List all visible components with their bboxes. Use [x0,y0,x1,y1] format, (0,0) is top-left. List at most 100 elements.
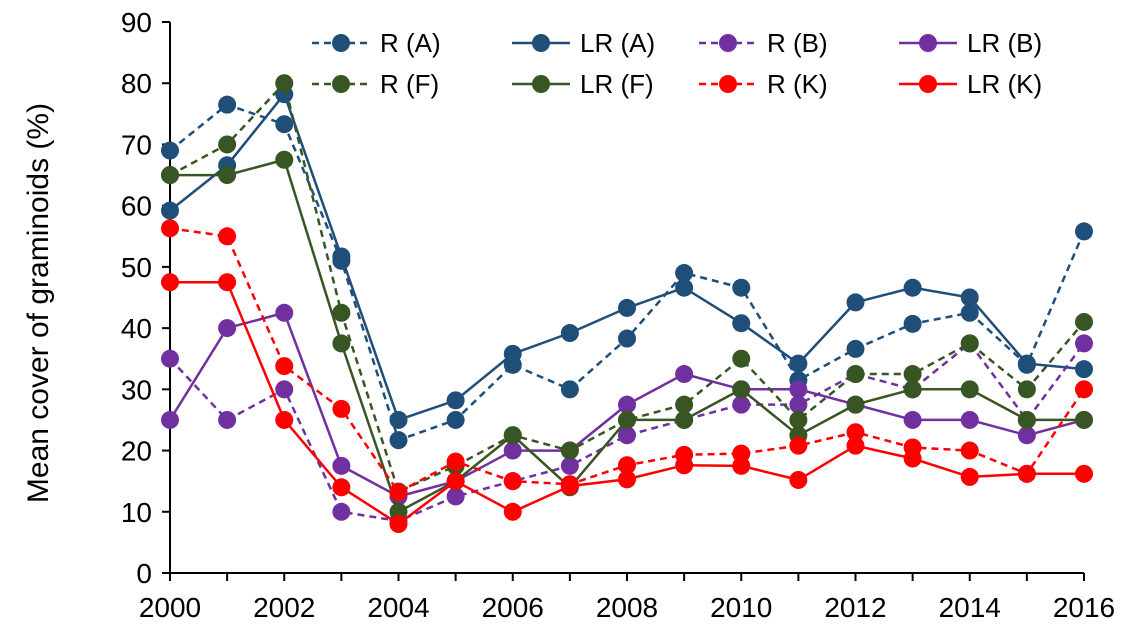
data-point-lr-k [503,502,522,521]
data-point-r-k [446,452,465,471]
data-point-lr-b [332,456,351,475]
data-point-lr-k [960,467,979,486]
data-point-lr-b [960,410,979,429]
y-tick-label: 0 [136,558,152,589]
data-point-lr-b [218,319,237,338]
data-point-lr-k [903,449,922,468]
data-point-r-a [446,410,465,429]
legend-label: LR (A) [580,28,655,58]
data-point-lr-a [332,247,351,266]
data-point-lr-b [789,380,808,399]
data-point-lr-a [960,288,979,307]
data-point-r-b [218,410,237,429]
data-point-lr-f [161,166,179,185]
data-point-r-a [161,141,179,160]
x-tick-label: 2006 [482,592,544,623]
data-point-lr-f [732,380,751,399]
legend-item-lr-b: LR (B) [899,28,1042,58]
data-point-r-b [560,456,579,475]
data-point-lr-a [789,354,808,373]
data-point-lr-a [903,278,922,297]
legend-swatch-marker [332,34,350,52]
data-point-r-f [275,74,294,93]
data-point-r-k [218,227,237,246]
data-point-r-a [275,115,294,134]
data-point-r-a [960,303,979,322]
data-point-r-b [1075,334,1093,353]
data-point-lr-k [1017,464,1036,483]
data-point-r-b [789,395,808,414]
data-point-r-k [503,472,522,491]
data-point-r-f [1017,380,1036,399]
data-point-lr-a [1017,354,1036,373]
data-point-lr-k [618,470,636,489]
data-point-lr-a [1075,360,1093,379]
legend-item-r-k: R (K) [699,69,828,99]
data-point-r-a [732,278,751,297]
data-point-r-b [732,395,751,414]
data-point-r-k [275,357,294,376]
legend-label: LR (K) [967,69,1042,99]
data-point-lr-f [960,380,979,399]
data-point-lr-b [1017,426,1036,445]
legend-swatch-marker [719,75,737,93]
series-r-a [161,95,1093,450]
legend-label: R (F) [380,69,439,99]
data-point-lr-f [1075,410,1093,429]
legend-item-lr-a: LR (A) [512,28,655,58]
data-point-r-k [332,399,351,418]
data-point-lr-f [503,426,522,445]
data-point-lr-k [161,273,179,292]
axes: 0 10 20 30 40 50 60 70 80 90 2000 2002 2004 2006 2008 2… [121,7,1115,623]
data-point-lr-a [675,278,694,297]
data-point-lr-k [275,410,294,429]
legend-swatch-marker [532,34,550,52]
data-point-r-f [218,135,237,154]
data-point-r-b [275,380,294,399]
legend-swatch-marker [332,75,350,93]
data-point-lr-a [446,391,465,410]
x-tick-label: 2004 [367,592,429,623]
y-axis-title: Mean cover of graminoids (%) [22,103,55,503]
x-tick-label: 2014 [939,592,1001,623]
data-point-r-f [846,365,865,384]
y-tick-label: 40 [121,313,152,344]
data-point-r-k [789,436,808,455]
data-point-lr-f [675,410,694,429]
legend-label: R (A) [380,28,441,58]
data-point-lr-a [161,201,179,220]
data-point-r-f [903,365,922,384]
data-point-r-b [446,487,465,506]
y-tick-label: 90 [121,7,152,38]
series-r-b [161,334,1093,530]
data-point-lr-b [675,365,694,384]
x-tick-label: 2012 [824,592,886,623]
data-point-r-k [846,423,865,442]
legend-swatch-marker [919,34,937,52]
data-point-lr-f [1017,410,1036,429]
data-point-lr-f [275,150,294,169]
legend-swatch-marker [719,34,737,52]
data-point-lr-a [618,298,636,317]
data-point-r-a [618,329,636,348]
legend-swatch-marker [532,75,550,93]
legend-label: LR (F) [580,69,654,99]
data-point-r-k [618,456,636,475]
series-layer [161,74,1093,534]
legend-item-lr-k: LR (K) [899,69,1042,99]
y-tick-label: 60 [121,191,152,222]
y-tick-label: 80 [121,68,152,99]
data-point-lr-f [903,380,922,399]
data-point-r-k [960,441,979,460]
data-point-r-a [218,95,237,114]
y-tick-label: 20 [121,436,152,467]
series-lr-a [161,85,1093,429]
data-point-r-f [560,441,579,460]
legend-label: LR (B) [967,28,1042,58]
data-point-lr-a [389,410,408,429]
data-point-lr-f [846,395,865,414]
x-tick-label: 2000 [139,592,201,623]
data-point-r-b [161,349,179,368]
legend-item-r-b: R (B) [699,28,828,58]
data-point-lr-k [846,436,865,455]
